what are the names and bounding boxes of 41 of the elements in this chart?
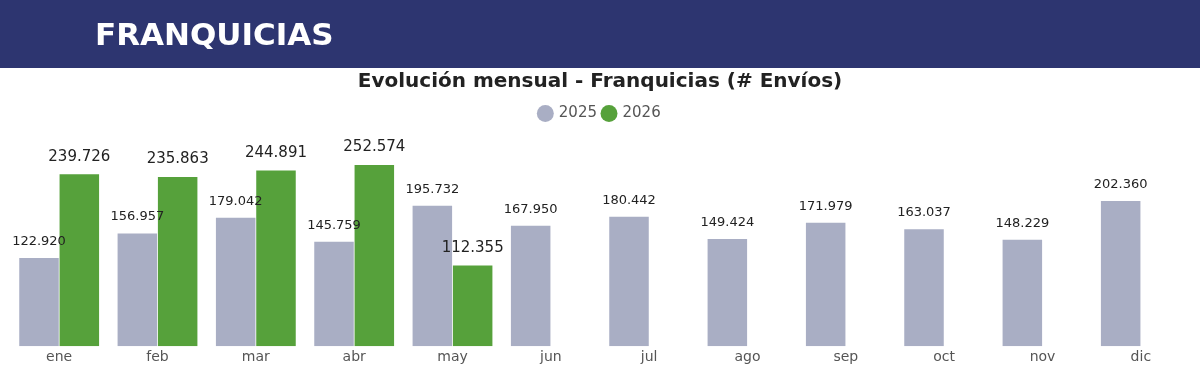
- bar: [117, 233, 158, 347]
- x-tick-label: jun: [539, 348, 562, 365]
- data-label: 239.726: [48, 146, 111, 165]
- legend-label: 2026: [622, 103, 661, 122]
- x-tick-label: sep: [833, 348, 859, 365]
- bar: [19, 258, 59, 347]
- data-label: 171.979: [798, 197, 853, 213]
- bar: [314, 241, 354, 347]
- bar: [452, 265, 493, 347]
- bar: [215, 217, 256, 347]
- bar: [707, 239, 748, 347]
- data-label: 163.037: [897, 204, 951, 220]
- data-label: 149.424: [700, 213, 755, 229]
- x-tick-label: mar: [241, 348, 271, 365]
- data-label: 112.355: [441, 237, 504, 256]
- data-label: 195.732: [405, 180, 460, 196]
- x-tick-label: may: [437, 348, 468, 365]
- x-tick-label: nov: [1029, 348, 1056, 365]
- bar: [1002, 239, 1043, 347]
- bar: [904, 229, 944, 347]
- x-tick-label: jul: [639, 348, 658, 365]
- x-tick-label: oct: [933, 348, 956, 365]
- data-label: 148.229: [995, 214, 1050, 230]
- x-tick-label: abr: [342, 348, 367, 365]
- x-tick-label: ago: [734, 348, 761, 365]
- x-tick-label: ene: [46, 348, 73, 365]
- chart-subtitle: Evolución mensual - Franquicias (# Envíos): [357, 68, 843, 93]
- bar: [1100, 201, 1141, 347]
- x-tick-label: dic: [1130, 348, 1152, 365]
- data-label: 180.442: [602, 191, 656, 207]
- x-tick-label: feb: [146, 348, 169, 365]
- data-label: 252.574: [343, 137, 406, 156]
- legend-label: 2025: [558, 103, 598, 122]
- bar: [805, 222, 846, 347]
- data-label: 235.863: [146, 149, 209, 168]
- data-label: 244.891: [244, 142, 308, 161]
- data-label: 167.950: [503, 200, 558, 216]
- data-label: 202.360: [1093, 175, 1148, 191]
- chart-title: FRANQUICIAS: [0, 0, 1200, 68]
- bar: [510, 225, 551, 347]
- bar: [609, 216, 649, 347]
